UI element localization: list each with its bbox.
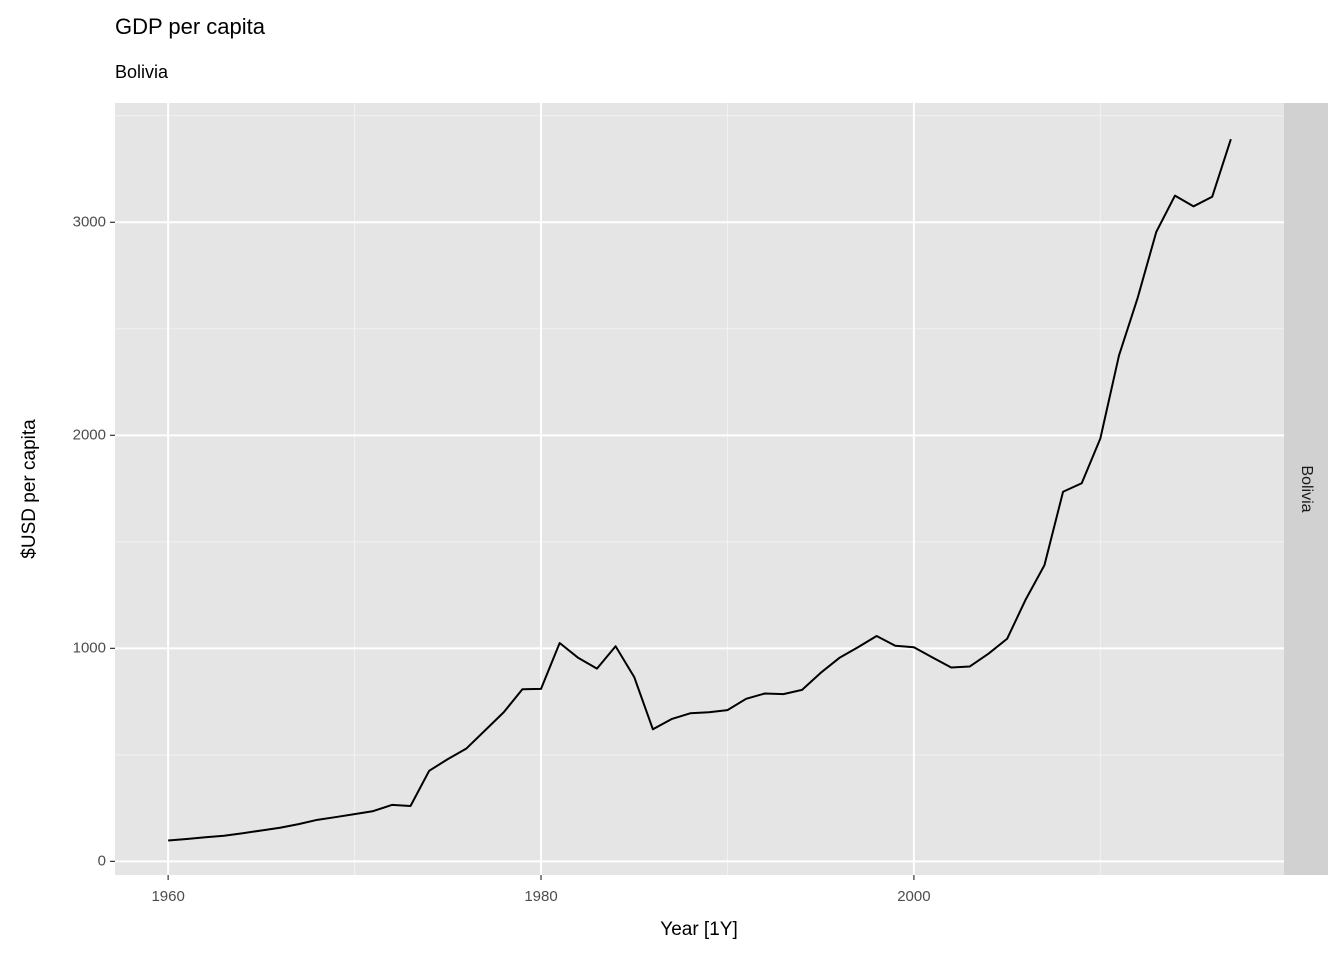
facet-label: Bolivia	[1298, 465, 1315, 512]
facet-strip	[1284, 103, 1328, 875]
panel	[115, 103, 1284, 875]
line	[168, 138, 1232, 842]
y-axis-title: $USD per capita	[19, 419, 40, 559]
y-tick-label: 2000	[73, 426, 106, 443]
y-tick-label: 1000	[73, 639, 106, 656]
chart-subtitle: Bolivia	[115, 62, 169, 82]
chart-title: GDP per capita	[115, 14, 266, 39]
x-axis-title: Year [1Y]	[660, 919, 737, 940]
x-tick-label: 1980	[524, 888, 557, 905]
y-tick-label: 0	[98, 852, 106, 869]
y-tick-label: 3000	[73, 213, 106, 230]
x-tick-label: 2000	[897, 888, 930, 905]
x-tick-label: 1960	[151, 888, 184, 905]
